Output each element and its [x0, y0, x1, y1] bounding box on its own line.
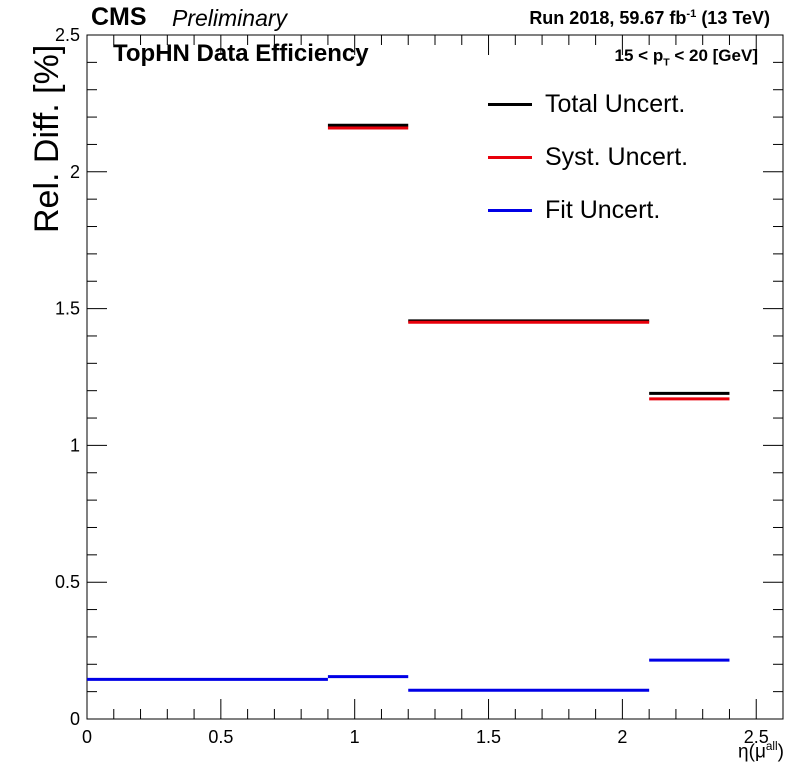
y-tick-label: 1.5 — [55, 299, 80, 319]
y-tick-label: 1 — [70, 435, 80, 455]
y-tick-label: 0.5 — [55, 572, 80, 592]
legend-swatch-total — [488, 102, 532, 106]
legend-label-fit: Fit Uncert. — [545, 195, 661, 224]
run-info-prefix: Run 2018, 59.67 fb — [529, 8, 687, 28]
x-axis-label-post: ) — [777, 741, 784, 763]
x-axis-label-sup: all — [765, 740, 778, 753]
legend-entry-fit: Fit Uncert. — [488, 195, 660, 225]
pt-range-post: < 20 [GeV] — [669, 46, 758, 65]
y-tick-label: 2.5 — [55, 25, 80, 45]
x-tick-label: 1.5 — [476, 727, 501, 747]
run-info-suffix: (13 TeV) — [696, 8, 770, 28]
y-tick-label: 0 — [70, 709, 80, 729]
panel-title: TopHN Data Efficiency — [113, 40, 369, 67]
x-axis-label: η(μall) — [738, 740, 784, 763]
run-info-exponent: -1 — [686, 8, 697, 20]
x-tick-label: 0.5 — [208, 727, 233, 747]
y-axis-label: Rel. Diff. [%] — [28, 44, 66, 233]
pt-range-pre: 15 < p — [614, 46, 664, 65]
x-tick-label: 2 — [617, 727, 627, 747]
legend-swatch-fit — [488, 208, 532, 212]
x-tick-label: 0 — [82, 727, 92, 747]
legend-entry-syst: Syst. Uncert. — [488, 142, 688, 172]
status-label: Preliminary — [172, 5, 288, 31]
legend-swatch-syst — [488, 155, 532, 159]
legend-entry-total: Total Uncert. — [488, 89, 685, 119]
legend-label-syst: Syst. Uncert. — [545, 142, 689, 171]
legend-label-total: Total Uncert. — [545, 89, 686, 118]
x-tick-label: 2.5 — [744, 727, 769, 747]
x-axis-label-pre: η(μ — [738, 741, 766, 763]
x-tick-label: 1 — [350, 727, 360, 747]
plot-frame — [86, 34, 784, 720]
run-info: Run 2018, 59.67 fb-1 (13 TeV) — [529, 8, 770, 29]
y-tick-label: 2 — [70, 162, 80, 182]
pt-range-sub: T — [663, 56, 670, 69]
pt-range-label: 15 < pT < 20 [GeV] — [615, 46, 758, 68]
experiment-label: CMS — [91, 3, 147, 31]
